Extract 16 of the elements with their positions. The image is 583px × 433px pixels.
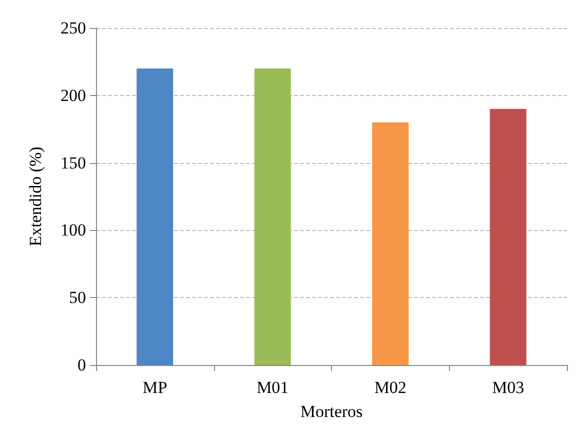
x-axis-title: Morteros [300, 402, 363, 421]
y-tick-label: 250 [60, 18, 86, 38]
y-tick-label: 0 [78, 356, 86, 374]
bar [136, 68, 174, 365]
bar [490, 108, 526, 365]
y-axis-title: Extendido (%) [26, 146, 45, 246]
bar [372, 122, 409, 365]
y-tick-label: 50 [69, 288, 86, 308]
y-tick-label: 100 [60, 220, 86, 240]
bar [254, 68, 291, 365]
y-tick-label: 150 [60, 153, 86, 172]
y-tick-label: 200 [60, 86, 86, 105]
x-tick-label: MP [142, 378, 168, 397]
x-tick-label: M01 [256, 378, 289, 397]
x-tick-label: M03 [492, 378, 524, 397]
x-tick-label: M02 [374, 378, 406, 397]
